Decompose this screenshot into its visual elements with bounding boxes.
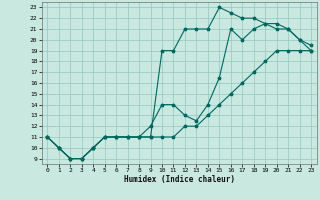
X-axis label: Humidex (Indice chaleur): Humidex (Indice chaleur)	[124, 175, 235, 184]
